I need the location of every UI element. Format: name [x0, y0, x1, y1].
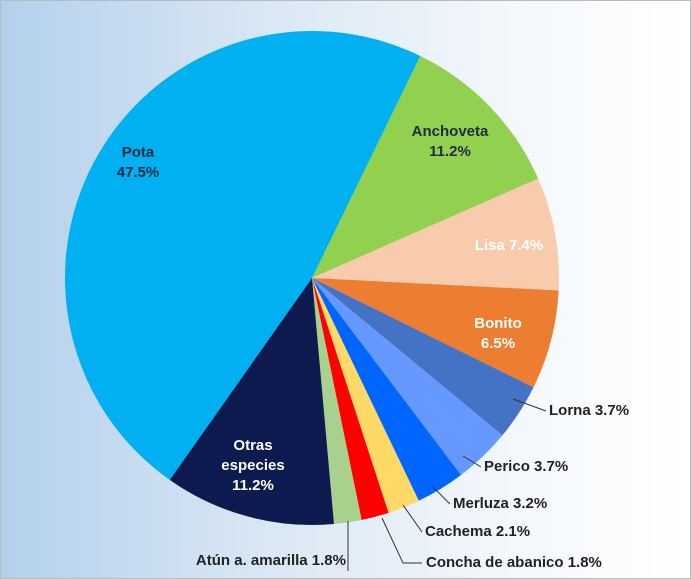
- slice-name: Otras especies: [221, 437, 285, 474]
- slice-name: Cachema: [425, 523, 492, 540]
- pie-slice: [169, 278, 334, 525]
- slice-value: 3.2%: [513, 495, 548, 512]
- leader-line: [381, 517, 422, 564]
- pie-slice: [312, 278, 389, 520]
- pie-slice: [312, 278, 534, 436]
- pie-slice: [312, 278, 362, 525]
- slice-name: Perico: [484, 458, 530, 475]
- slice-name: Lorna: [549, 402, 591, 419]
- pie-slice: [312, 278, 559, 388]
- data-label: Lorna 3.7%: [549, 401, 629, 421]
- leader-line: [402, 504, 423, 533]
- pie-slice: [312, 178, 559, 291]
- slice-value: 6.5%: [480, 335, 516, 352]
- slice-value: 2.1%: [495, 523, 531, 540]
- leader-line: [512, 398, 547, 412]
- data-label: Otras especies 11.2%: [213, 436, 293, 496]
- data-label: Atún a. amarilla 1.8%: [196, 551, 346, 571]
- slice-value: 47.5%: [116, 164, 160, 181]
- pie-slice: [312, 278, 419, 513]
- slice-value: 1.8%: [567, 554, 602, 571]
- data-label: Anchoveta 11.2%: [412, 122, 489, 162]
- slice-name: Pota: [121, 144, 155, 161]
- slice-name: Concha de abanico: [426, 554, 564, 571]
- slice-value: 3.7%: [534, 458, 569, 475]
- slice-value: 11.2%: [429, 143, 471, 160]
- pie-slice: [312, 278, 462, 501]
- slice-value: 7.4%: [508, 237, 544, 254]
- data-label: Merluza 3.2%: [453, 494, 547, 514]
- data-label: Bonito 6.5%: [474, 314, 521, 354]
- slice-value: 11.2%: [232, 477, 274, 494]
- slice-name: Bonito: [474, 315, 522, 332]
- data-label: Perico 3.7%: [484, 457, 568, 477]
- leader-line: [432, 486, 451, 505]
- slice-name: Merluza: [453, 495, 509, 512]
- pie-slice: [312, 55, 539, 279]
- slice-name: Anchoveta: [411, 123, 489, 140]
- slice-name: Lisa: [474, 237, 505, 254]
- slice-value: 3.7%: [594, 402, 630, 419]
- data-label: Lisa 7.4%: [475, 236, 543, 256]
- data-label: Concha de abanico 1.8%: [426, 553, 602, 573]
- data-label: Cachema 2.1%: [425, 522, 530, 542]
- slice-name: Atún a. amarilla: [195, 552, 308, 569]
- leader-line: [462, 455, 482, 468]
- pie-slice: [64, 30, 421, 480]
- pie-slice: [312, 278, 503, 475]
- slice-value: 1.8%: [311, 552, 346, 569]
- data-label: Pota 47.5%: [117, 143, 160, 183]
